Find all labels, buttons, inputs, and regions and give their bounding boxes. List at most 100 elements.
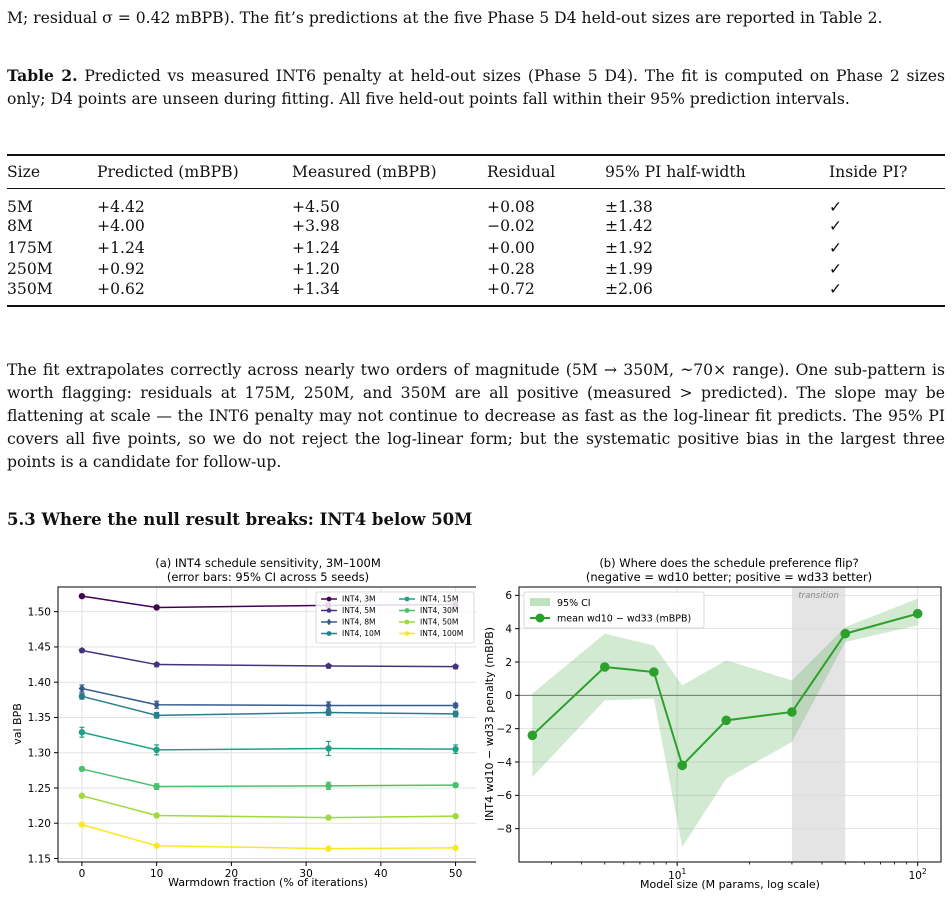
data-point [452,812,459,820]
table-cell: +4.50 [292,197,340,216]
data-point [721,715,732,726]
legend-marker [404,596,410,602]
data-point [599,662,610,672]
chart-b-ylabel: INT4 wd10 − wd33 penalty (mBPB) [483,627,496,821]
table-cell: ±1.92 [605,238,653,257]
chart-a: (a) INT4 schedule sensitivity, 3M–100M (… [11,556,476,889]
table-cell: +0.72 [487,280,535,298]
table-header-row: Size Predicted (mBPB) Measured (mBPB) Re… [7,155,945,189]
series-line [81,731,456,751]
transition-band [791,587,846,862]
x-tick-label: 102 [909,867,927,882]
table-cell: +3.98 [292,217,340,236]
chart-b-legend: 95% CI mean wd10 − wd33 (mBPB) [523,591,705,629]
table-cell: +1.34 [292,280,340,298]
table-cell: +0.08 [487,197,535,216]
chart-a-ylabel: val BPB [11,703,24,745]
data-point [452,710,459,718]
legend-box [523,591,705,629]
chart-a-legend: INT4, 3M INT4, 5M INT4, 8M INT4, 10M INT4, 1… [315,591,475,644]
table-cell: ✓ [829,197,843,216]
data-point [78,684,86,693]
table-cell: 5M [7,197,33,216]
legend-marker [326,618,332,626]
data-point [78,646,86,654]
series-line [81,823,456,850]
table-cell: −0.02 [487,217,535,236]
data-point [325,709,332,716]
table-header-cell: 95% PI half-width [605,163,746,181]
data-point [78,792,86,799]
y-tick-label: 1.20 [28,818,51,830]
data-point [452,745,459,753]
data-point [325,662,332,669]
legend-label: INT4, 5M [342,606,376,615]
data-point [325,782,332,790]
table-cell: ±1.99 [605,260,653,279]
data-point [78,765,86,773]
y-tick-label: 1.35 [28,712,51,724]
y-tick-label: −6 [497,790,513,802]
y-tick-label: 4 [505,623,512,635]
chart-b-title: (b) Where does the schedule preference f… [599,556,858,570]
data-point [78,693,86,700]
table-row: 5M +4.42 +4.50 +0.08 ±1.38 ✓ [7,189,945,216]
chart-a-subtitle: (error bars: 95% CI across 5 seeds) [167,570,369,584]
data-point [325,701,332,710]
legend-marker [404,619,410,625]
x-tick-label: 50 [449,868,462,880]
data-point [153,712,160,719]
caption-text: Predicted vs measured INT6 penalty at he… [7,67,945,108]
data-point [912,608,923,619]
legend-marker [404,608,410,613]
y-tick-label: 1.15 [28,853,51,865]
legend-marker [326,631,332,636]
data-point [153,604,160,611]
y-tick-label: 6 [505,590,512,602]
table-cell: ✓ [829,217,843,236]
table-cell: +0.62 [97,280,145,298]
table-row: 350M +0.62 +1.34 +0.72 ±2.06 ✓ [7,280,945,306]
table-row: 175M +1.24 +1.24 +0.00 ±1.92 ✓ [7,237,945,259]
table-cell: +1.24 [97,238,145,257]
x-tick-label: 10 [150,868,163,880]
legend-marker [326,607,332,613]
legend-marker [535,613,545,623]
series-line [81,794,456,819]
y-tick-label: 1.40 [28,677,51,689]
legend-marker [404,631,410,636]
y-tick-label: 2 [505,657,512,669]
table-cell: +0.00 [487,238,535,257]
table-row: 250M +0.92 +1.20 +0.28 ±1.99 ✓ [7,259,945,281]
chart-a-xlabel: Warmdown fraction (% of iterations) [168,876,368,889]
table-header-cell: Residual [487,163,556,181]
data-point [452,781,459,789]
series-line [81,649,456,668]
data-point [325,814,332,821]
data-point [153,842,160,849]
x-tick-label: 30 [299,868,312,880]
data-point [325,845,332,852]
table-header-cell: Predicted (mBPB) [97,163,239,181]
x-tick-label: 20 [225,868,238,880]
data-point [787,707,797,717]
legend-marker [326,596,332,602]
legend-label: INT4, 30M [420,606,458,615]
table-header-cell: Size [7,163,41,181]
transition-label: transition [798,591,839,601]
legend-label: 95% CI [557,598,591,609]
y-tick-label: 1.30 [28,748,51,760]
data-point [452,663,459,670]
legend-label: INT4, 100M [420,629,463,638]
y-tick-label: −4 [497,757,513,769]
table-cell: +0.28 [487,260,535,279]
table-cell: +0.92 [97,260,145,279]
data-point [78,729,86,736]
chart-b: (b) Where does the schedule preference f… [483,556,942,891]
table-cell: +1.24 [292,238,340,257]
x-tick-label: 101 [668,867,686,882]
table-header-cell: Inside PI? [829,163,908,181]
mean-line [531,612,918,768]
data-point [78,592,86,600]
data-point [649,667,659,677]
